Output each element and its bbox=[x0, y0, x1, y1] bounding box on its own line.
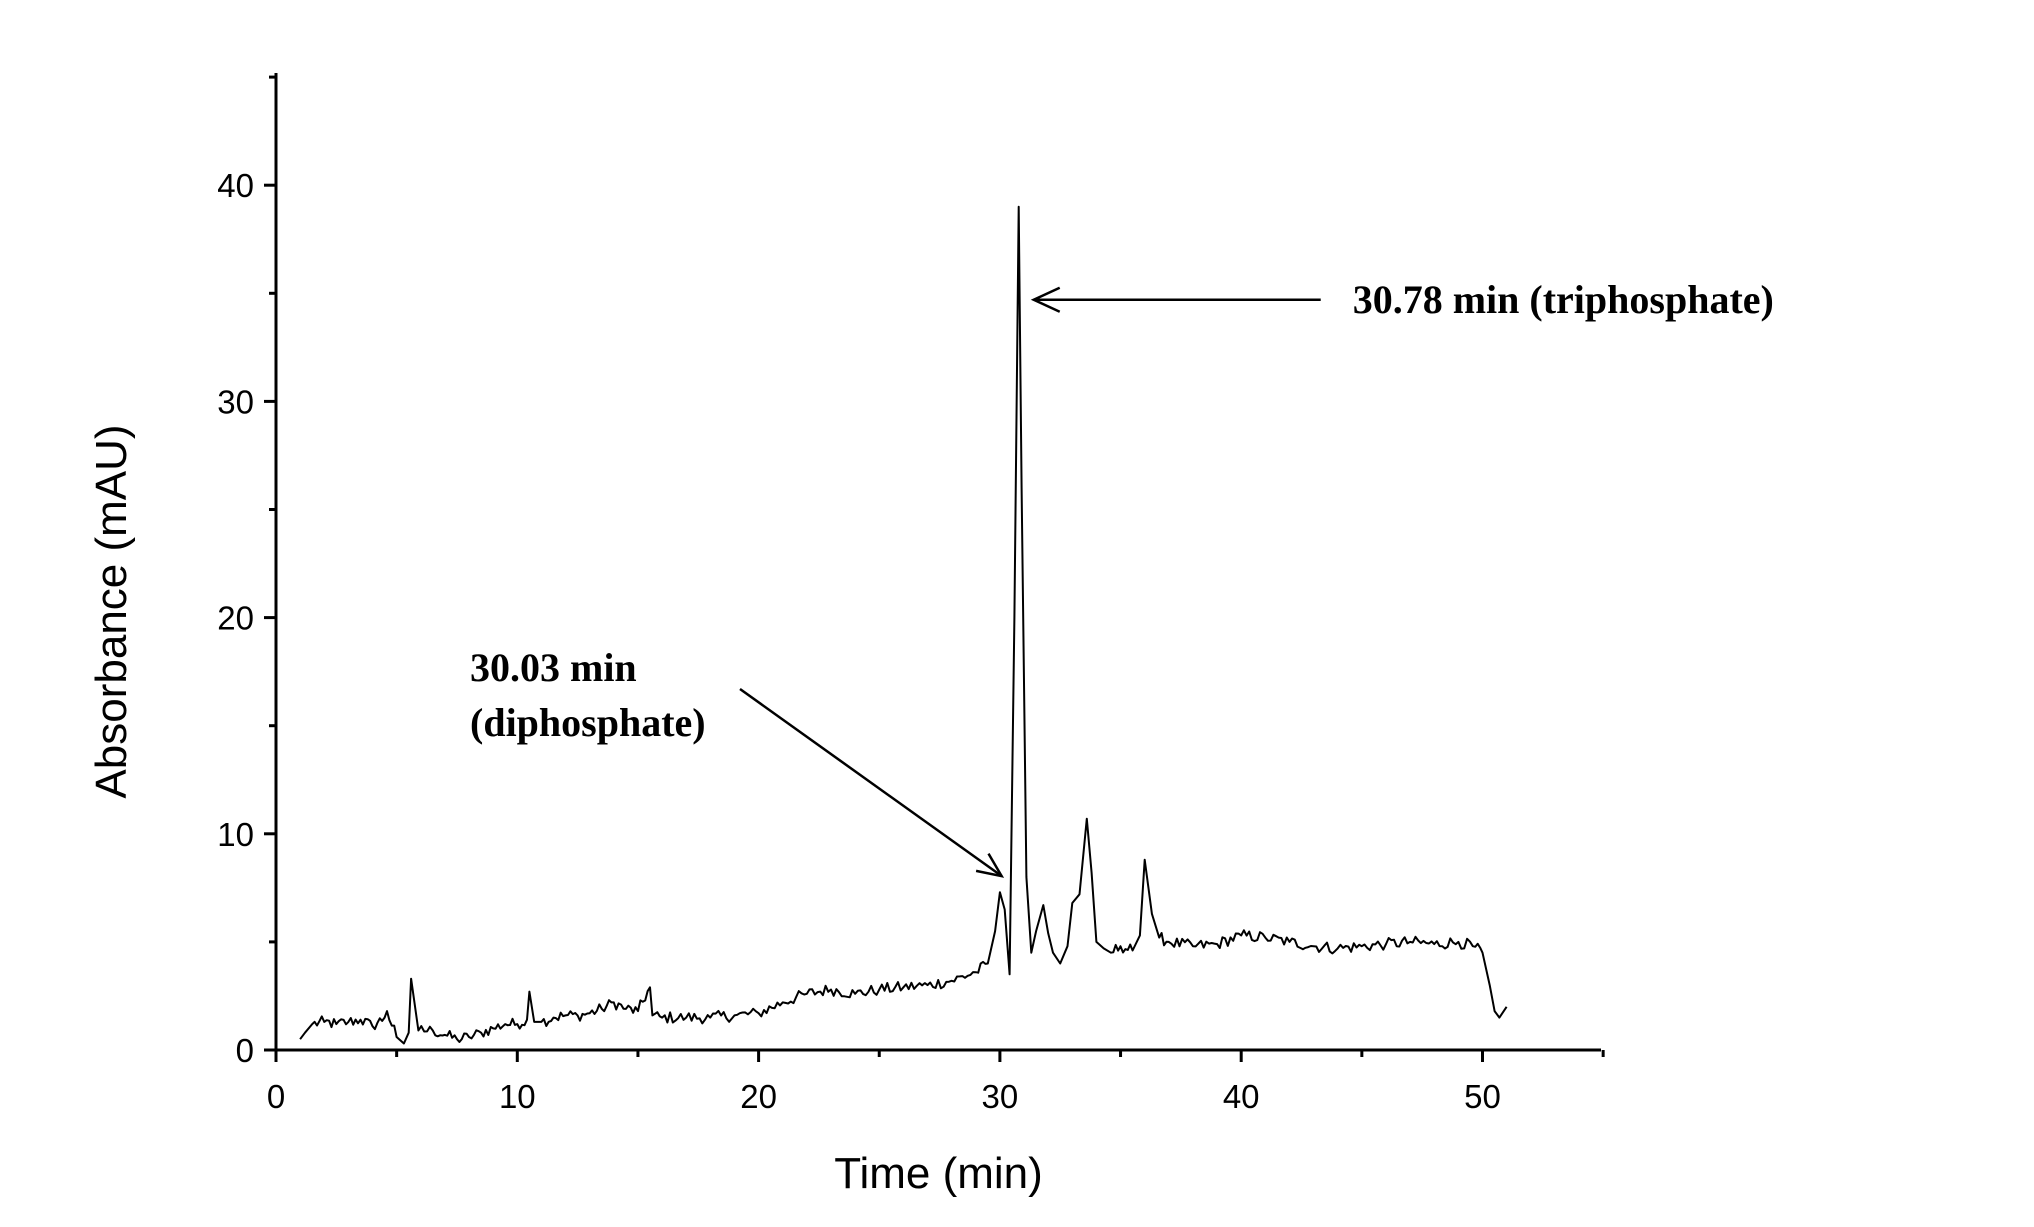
annotation-triphosphate-arrowhead bbox=[1030, 286, 1061, 313]
x-tick-label: 0 bbox=[267, 1078, 285, 1115]
annotation-diphosphate-label-line2: (diphosphate) bbox=[470, 700, 706, 745]
annotation-diphosphate: 30.03 min (diphosphate) bbox=[470, 645, 1005, 878]
annotation-diphosphate-arrow bbox=[739, 687, 1003, 878]
x-axis-title: Time (min) bbox=[834, 1149, 1043, 1198]
x-tick-label: 20 bbox=[740, 1078, 777, 1115]
x-axis-ticks: 0 10 20 30 40 50 bbox=[267, 1050, 1605, 1115]
annotation-diphosphate-label-line1: 30.03 min bbox=[470, 645, 637, 690]
y-tick-label: 20 bbox=[217, 600, 254, 637]
x-tick-label: 50 bbox=[1464, 1078, 1501, 1115]
y-axis-ticks: 0 10 20 30 40 bbox=[217, 75, 276, 1069]
y-tick-label: 30 bbox=[217, 383, 254, 420]
plot-area bbox=[299, 205, 1508, 1045]
x-tick-label: 10 bbox=[499, 1078, 536, 1115]
y-tick-label: 40 bbox=[217, 167, 254, 204]
y-tick-label: 10 bbox=[217, 816, 254, 853]
x-tick-label: 40 bbox=[1223, 1078, 1260, 1115]
x-tick-label: 30 bbox=[982, 1078, 1019, 1115]
annotations: 30.78 min (triphosphate) 30.03 min (diph… bbox=[470, 277, 1774, 878]
y-tick-label: 0 bbox=[236, 1032, 254, 1069]
chromatogram-trace bbox=[299, 205, 1508, 1045]
y-axis-title: Absorbance (mAU) bbox=[87, 424, 136, 798]
annotation-triphosphate-label: 30.78 min (triphosphate) bbox=[1353, 277, 1774, 322]
annotation-diphosphate-arrowhead bbox=[975, 852, 1005, 878]
annotation-triphosphate: 30.78 min (triphosphate) bbox=[1030, 277, 1774, 322]
axes bbox=[274, 73, 1601, 1052]
